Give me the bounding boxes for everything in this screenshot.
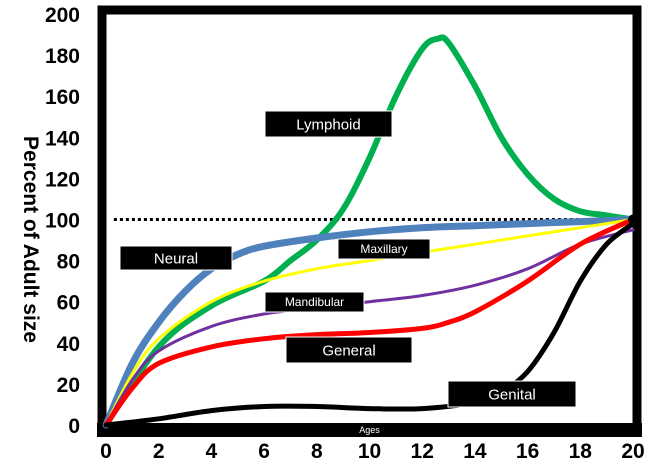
y-tick-label: 80	[57, 251, 80, 274]
series-label-text: Genital	[488, 387, 536, 404]
series-label-box	[119, 245, 233, 271]
y-tick-label: 60	[57, 292, 80, 315]
series-label-box	[337, 238, 431, 260]
x-tick-label: 20	[621, 440, 644, 463]
series-label-text: Neural	[154, 251, 198, 268]
y-tick-label: 20	[57, 374, 80, 397]
y-axis-label: Percent of Adult size	[19, 136, 42, 343]
series-label-neural: Neural	[119, 245, 233, 271]
series-label-box	[447, 380, 577, 408]
series-label-text: Maxillary	[360, 242, 407, 256]
x-tick-label: 4	[206, 440, 218, 463]
x-tick-label: 18	[569, 440, 593, 463]
series-line-maxillary	[104, 218, 635, 427]
x-axis-bar	[97, 423, 642, 437]
series-label-text: Mandibular	[285, 295, 344, 309]
x-tick-label: 10	[358, 440, 381, 463]
series-label-maxillary: Maxillary	[337, 238, 431, 260]
x-axis-label: Ages	[359, 425, 380, 435]
x-tick-label: 14	[463, 440, 487, 463]
series-label-lymphoid: Lymphoid	[264, 110, 393, 138]
y-tick-label: 40	[57, 333, 80, 356]
series-label-general: General	[285, 336, 413, 364]
series-label-box	[264, 110, 393, 138]
y-tick-label: 180	[45, 45, 80, 68]
series-label-genital: Genital	[447, 380, 577, 408]
series-endpoint-dot	[628, 214, 638, 225]
x-tick-label: 12	[411, 440, 434, 463]
y-tick-label: 160	[45, 86, 80, 109]
y-tick-label: 100	[45, 210, 80, 233]
series-line-neural	[102, 216, 637, 429]
x-tick-label: 6	[258, 440, 270, 463]
series-label-box	[264, 291, 365, 313]
y-tick-label: 120	[45, 168, 80, 191]
series-label-text: Lymphoid	[296, 117, 360, 134]
x-tick-label: 0	[100, 440, 112, 463]
series-line-general	[103, 217, 636, 428]
series-label-box	[285, 336, 413, 364]
y-tick-label: 200	[45, 4, 80, 27]
series-label-text: General	[322, 343, 375, 360]
x-tick-label: 2	[153, 440, 165, 463]
y-tick-label: 140	[45, 127, 80, 150]
series-label-mandibular: Mandibular	[264, 291, 365, 313]
x-tick-label: 8	[311, 440, 323, 463]
x-tick-label: 16	[516, 440, 539, 463]
y-tick-label: 0	[68, 415, 80, 438]
